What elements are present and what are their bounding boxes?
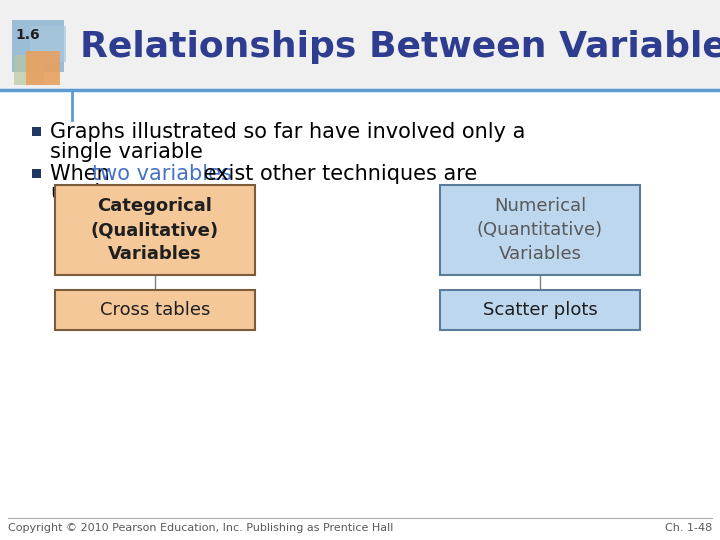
- Bar: [32, 169, 41, 178]
- Text: When: When: [50, 164, 117, 184]
- Text: Categorical
(Qualitative)
Variables: Categorical (Qualitative) Variables: [91, 198, 219, 262]
- Bar: [12, 20, 64, 72]
- Text: Cross tables: Cross tables: [100, 301, 210, 319]
- Text: two variables: two variables: [92, 164, 232, 184]
- Text: Numerical
(Quantitative)
Variables: Numerical (Quantitative) Variables: [477, 198, 603, 262]
- Text: single variable: single variable: [50, 142, 203, 162]
- Bar: [26, 51, 60, 85]
- Text: exist other techniques are: exist other techniques are: [197, 164, 477, 184]
- Text: Relationships Between Variables: Relationships Between Variables: [80, 30, 720, 64]
- Bar: [30, 26, 66, 62]
- Text: Copyright © 2010 Pearson Education, Inc. Publishing as Prentice Hall: Copyright © 2010 Pearson Education, Inc.…: [8, 523, 393, 533]
- Bar: [32, 127, 41, 136]
- Bar: [0, 0, 720, 90]
- FancyBboxPatch shape: [440, 185, 640, 275]
- Text: Scatter plots: Scatter plots: [482, 301, 598, 319]
- Bar: [14, 55, 44, 85]
- Text: Graphs illustrated so far have involved only a: Graphs illustrated so far have involved …: [50, 122, 526, 142]
- Text: used:: used:: [50, 183, 107, 203]
- FancyBboxPatch shape: [55, 185, 255, 275]
- Text: 1.6: 1.6: [15, 28, 40, 42]
- FancyBboxPatch shape: [55, 290, 255, 330]
- Text: Ch. 1-48: Ch. 1-48: [665, 523, 712, 533]
- FancyBboxPatch shape: [440, 290, 640, 330]
